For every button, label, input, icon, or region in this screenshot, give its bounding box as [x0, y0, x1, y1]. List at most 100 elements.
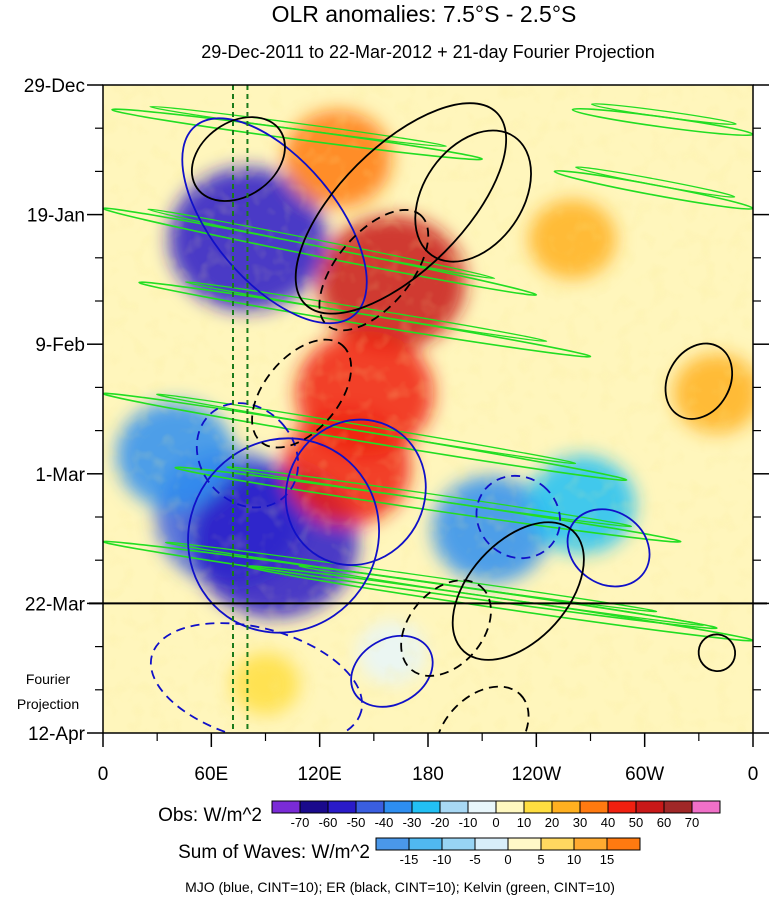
obs-colorbar-level-label: -40: [375, 815, 394, 830]
waves-colorbar-swatch: [540, 837, 575, 851]
obs-colorbar-swatch: [607, 800, 637, 814]
obs-colorbar-level-label: 50: [629, 815, 643, 830]
waves-colorbar-label: Sum of Waves: W/m^2: [178, 842, 370, 863]
er-contour: [318, 209, 430, 332]
er-contour: [190, 116, 286, 202]
er-contour: [451, 521, 585, 661]
x-tick-label: 120W: [512, 764, 562, 785]
waves-colorbar-swatch: [375, 837, 410, 851]
obs-colorbar-level-label: -10: [459, 815, 478, 830]
projection-label-line1: Fourier: [26, 671, 71, 687]
obs-colorbar-swatch: [663, 800, 693, 814]
er-contour: [664, 342, 734, 420]
reference-lines: [232, 85, 249, 733]
mjo-contour: [181, 117, 368, 325]
obs-colorbar-swatch: [691, 800, 721, 814]
y-axis: 29-Dec 19-Jan 9-Feb 1-Mar 22-Mar 12-Apr: [24, 76, 769, 745]
er-contour: [697, 633, 737, 672]
contour-footer: MJO (blue, CINT=10); ER (black, CINT=10)…: [185, 879, 615, 895]
waves-colorbar-level-label: -5: [469, 852, 481, 867]
er-contour: [434, 685, 530, 733]
obs-colorbar-swatch: [467, 800, 497, 814]
mjo-contour: [284, 418, 427, 566]
x-tick-label: 60E: [194, 764, 228, 785]
chart-title: OLR anomalies: 7.5°S - 2.5°S: [272, 1, 577, 27]
anomaly-noise: [103, 85, 753, 733]
obs-colorbar-level-label: 70: [685, 815, 699, 830]
waves-colorbar-swatch: [408, 837, 443, 851]
y-tick-label: 12-Apr: [28, 724, 86, 745]
obs-colorbar-swatch: [299, 800, 329, 814]
kelvin-contour: [590, 103, 737, 126]
obs-colorbar-label: Obs: W/m^2: [158, 805, 262, 826]
waves-colorbar-level-label: -15: [400, 852, 419, 867]
obs-colorbar-level-label: 10: [517, 815, 531, 830]
y-tick-label: 1-Mar: [35, 465, 85, 486]
obs-colorbar-level-label: -60: [319, 815, 338, 830]
obs-colorbar-level-label: 60: [657, 815, 671, 830]
waves-colorbar-swatch: [441, 837, 476, 851]
obs-colorbar-level-label: -20: [431, 815, 450, 830]
waves-colorbar-swatch: [606, 837, 641, 851]
obs-colorbar-swatch: [523, 800, 553, 814]
obs-colorbar-swatch: [271, 800, 301, 814]
obs-colorbar-level-label: -70: [291, 815, 310, 830]
chart-subtitle: 29-Dec-2011 to 22-Mar-2012 + 21-day Four…: [201, 42, 654, 62]
obs-colorbar-swatch: [495, 800, 525, 814]
x-axis: 0 60E 120E 180 120W 60W 0: [98, 733, 759, 785]
mjo-contours: [149, 117, 651, 733]
y-tick-label: 19-Jan: [27, 206, 85, 227]
y-tick-label: 29-Dec: [24, 76, 85, 97]
obs-colorbar-level-label: 20: [545, 815, 559, 830]
y-tick-label: 9-Feb: [35, 335, 85, 356]
obs-colorbar-swatch: [439, 800, 469, 814]
projection-label-line2: Projection: [17, 696, 79, 712]
plot-area: [103, 85, 753, 733]
waves-colorbar-swatch: [573, 837, 608, 851]
waves-colorbar: -15 -10 -5 0 5 10 15: [375, 837, 641, 867]
obs-colorbar-swatch: [579, 800, 609, 814]
waves-colorbar-level-label: -10: [433, 852, 452, 867]
obs-colorbar-level-label: 30: [573, 815, 587, 830]
mjo-contour: [350, 634, 434, 708]
waves-colorbar-level-label: 5: [537, 852, 544, 867]
waves-colorbar-level-label: 10: [567, 852, 581, 867]
obs-colorbar-swatch: [355, 800, 385, 814]
obs-colorbar-swatch: [327, 800, 357, 814]
obs-colorbar-swatch: [411, 800, 441, 814]
x-tick-label: 180: [412, 764, 444, 785]
kelvin-contour: [147, 208, 496, 280]
obs-colorbar-swatch: [635, 800, 665, 814]
obs-colorbar-level-label: 0: [492, 815, 499, 830]
x-tick-label: 60W: [625, 764, 664, 785]
mjo-contour: [149, 622, 363, 733]
kelvin-contour: [298, 565, 705, 626]
kelvin-contour: [149, 105, 447, 148]
kelvin-contour: [156, 393, 577, 465]
er-contour: [414, 129, 532, 263]
mjo-contour: [187, 437, 380, 634]
x-tick-label: 0: [748, 764, 759, 785]
mjo-contour: [195, 402, 300, 509]
kelvin-contour: [184, 281, 548, 343]
x-tick-label: 0: [98, 764, 109, 785]
obs-colorbar-level-label: -50: [347, 815, 366, 830]
er-contour: [294, 102, 508, 315]
obs-colorbar-level-label: -30: [403, 815, 422, 830]
obs-colorbar-swatch: [383, 800, 413, 814]
mjo-contour: [566, 508, 651, 588]
kelvin-contour: [575, 166, 736, 198]
waves-colorbar-swatch: [474, 837, 509, 851]
er-contour: [251, 338, 353, 449]
er-contours: [190, 102, 737, 733]
waves-colorbar-level-label: 15: [600, 852, 614, 867]
obs-colorbar-swatch: [551, 800, 581, 814]
obs-colorbar-level-label: 40: [601, 815, 615, 830]
x-tick-label: 120E: [297, 764, 341, 785]
kelvin-contour: [226, 466, 633, 528]
obs-colorbar: -70 -60 -50 -40 -30 -20 -10 0 10 20 30 40 50 60 70: [271, 800, 721, 830]
mjo-contour: [475, 474, 561, 560]
y-tick-label: 22-Mar: [25, 594, 86, 615]
waves-colorbar-level-label: 0: [504, 852, 511, 867]
